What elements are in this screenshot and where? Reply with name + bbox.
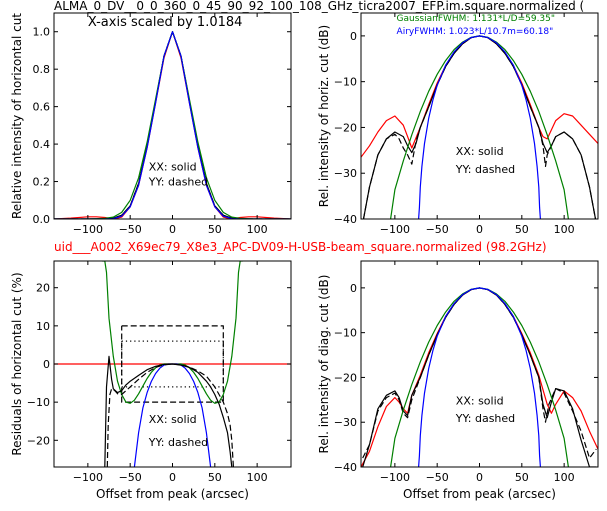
x-tick-label: 100	[554, 223, 575, 236]
y-tick-label: 0.6	[33, 101, 51, 114]
x-tick-label: 50	[515, 471, 529, 484]
y-axis-label: Rel. intensity of horiz. cut (dB)	[317, 25, 331, 207]
x-tick-label: 50	[208, 471, 222, 484]
y-tick-label: −20	[334, 121, 357, 134]
annotation-text: YY: dashed	[148, 175, 208, 188]
x-tick-label: 100	[247, 471, 268, 484]
y-axis-label: Relative intensity of horizontal cut	[10, 13, 24, 219]
y-tick-label: 0.4	[33, 138, 51, 151]
annotation-text: XX: solid	[149, 413, 197, 426]
annotation-text: YY: dashed	[455, 163, 515, 176]
y-axis-label: Residuals of horizontal cut (%)	[10, 272, 24, 455]
x-tick-label: −100	[73, 471, 103, 484]
series-line-000000-dashed-1	[121, 325, 224, 403]
x-tick-label: −50	[426, 223, 449, 236]
x-tick-label: −50	[119, 223, 142, 236]
x-axis-label: Offset from peak (arcsec)	[403, 487, 556, 501]
figure-title: ALMA_0_DV__0_0_360_0_45_90_92_100_108_GH…	[54, 0, 584, 13]
plot-area	[361, 13, 598, 219]
annotation-text: YY: dashed	[455, 412, 515, 425]
y-tick-label: −30	[334, 416, 357, 429]
y-tick-label: −40	[334, 461, 357, 474]
x-tick-label: 100	[247, 223, 268, 236]
annotation-text: YY: dashed	[148, 436, 208, 449]
y-tick-label: −30	[334, 167, 357, 180]
y-tick-label: −40	[334, 213, 357, 226]
y-tick-label: −10	[334, 327, 357, 340]
y-tick-label: 10	[36, 320, 50, 333]
series-line-0000ff-solid-4	[418, 35, 541, 219]
y-tick-label: −20	[27, 434, 50, 447]
y-tick-label: 0	[350, 30, 357, 43]
x-tick-label: 50	[515, 223, 529, 236]
x-tick-label: 100	[554, 471, 575, 484]
x-tick-label: −100	[380, 223, 410, 236]
annotation-text: XX: solid	[456, 145, 504, 158]
series-line-000000-solid-5	[104, 355, 233, 467]
series-line-0000ff-solid-4	[54, 31, 291, 219]
y-tick-label: 20	[36, 282, 50, 295]
annotation-text: AiryFWHM: 1.023*L/10.7m=60.18"	[397, 27, 554, 37]
annotation-text: GaussianFWHM: 1.131*L/D=59.35"	[397, 14, 555, 24]
y-tick-label: −20	[334, 371, 357, 384]
x-tick-label: 0	[476, 223, 483, 236]
x-tick-label: 0	[476, 471, 483, 484]
y-tick-label: 0	[350, 282, 357, 295]
y-tick-label: 1.0	[33, 26, 51, 39]
series-line-0000ff-solid-4	[418, 287, 541, 467]
x-tick-label: −100	[380, 471, 410, 484]
x-tick-label: −50	[426, 471, 449, 484]
plot-area	[361, 261, 598, 467]
y-tick-label: 0.8	[33, 63, 51, 76]
x-tick-label: 0	[169, 223, 176, 236]
y-tick-label: 0.0	[33, 213, 51, 226]
plot-area	[54, 13, 291, 219]
y-tick-label: −10	[27, 396, 50, 409]
annotation-text: X-axis scaled by 1.0184	[88, 15, 243, 30]
series-group	[361, 287, 598, 467]
x-tick-label: 50	[208, 223, 222, 236]
series-line-000000-dotted-2	[121, 340, 224, 388]
series-group	[361, 35, 598, 219]
y-tick-label: −10	[334, 76, 357, 89]
y-tick-label: 0.2	[33, 176, 51, 189]
figure-subtitle: uid___A002_X69ec79_X8e3_APC-DV09-H-USB-b…	[54, 240, 547, 254]
x-axis-label: Offset from peak (arcsec)	[96, 487, 249, 501]
series-line-000000-dashed-6	[106, 363, 234, 467]
annotation-text: XX: solid	[456, 394, 504, 407]
y-tick-label: 0	[43, 358, 50, 371]
chart-top-left: −100 −50 0 50 100 0.0 0.2 0.4 0.6 0.8 1.0 Relative …	[10, 12, 292, 236]
x-tick-label: −100	[73, 223, 103, 236]
series-group	[54, 31, 291, 219]
y-axis-label: Rel. intensity of diag. cut (dB)	[317, 275, 331, 454]
annotation-text: XX: solid	[149, 160, 197, 173]
series-group	[54, 261, 291, 467]
x-tick-label: −50	[119, 471, 142, 484]
x-tick-label: 0	[169, 471, 176, 484]
